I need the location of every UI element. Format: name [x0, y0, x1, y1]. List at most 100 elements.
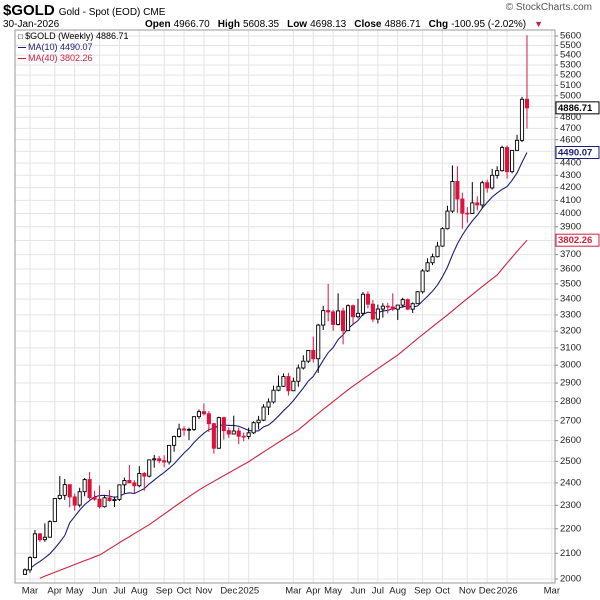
candle-body [132, 482, 137, 487]
candle-body [77, 491, 82, 506]
y-tick-label: 2400 [560, 477, 581, 488]
candle-body [440, 228, 445, 247]
y-tick-label: 4000 [560, 208, 581, 219]
candle-body [350, 305, 356, 318]
candle-body [47, 521, 52, 538]
y-tick-label: 3200 [560, 326, 581, 337]
y-tick-label: 5300 [560, 60, 581, 71]
candle-body [455, 181, 460, 200]
candle-body [395, 304, 400, 310]
candle-body [226, 430, 231, 435]
candle-body [514, 139, 520, 151]
x-tick-label: Mar [285, 586, 301, 597]
candle-body [460, 198, 465, 214]
y-tick-label: 3100 [560, 342, 581, 353]
stat-value: 5608.35 [242, 19, 280, 30]
candle-body [147, 459, 152, 477]
candle-body [316, 324, 321, 360]
y-tick-label: 5600 [560, 31, 581, 42]
y-tick-label: 5200 [560, 70, 581, 81]
candle-body [22, 569, 28, 575]
candle-body [355, 312, 361, 318]
candle-body [172, 435, 177, 446]
candle-body [117, 484, 122, 500]
candle-body [346, 305, 351, 332]
y-tick-label: 3700 [560, 249, 581, 260]
candle-body [380, 305, 385, 310]
y-tick-label: 2600 [560, 435, 581, 446]
ma-value-label-box [555, 145, 600, 159]
x-tick-label: Aug [131, 586, 148, 597]
y-tick-label: 5000 [560, 90, 581, 101]
candle-body [221, 417, 226, 432]
candle-body [470, 202, 475, 214]
stat-value: 4966.70 [173, 19, 210, 30]
candle-body [370, 303, 375, 320]
stat-label: Close [354, 19, 382, 30]
ma-line [39, 239, 528, 579]
description: Gold - Spot (EOD) [58, 7, 141, 18]
exchange: CME [143, 7, 166, 18]
y-tick-label: 2300 [560, 500, 581, 511]
candle-body [27, 557, 33, 571]
x-tick-label: 2025 [238, 586, 259, 597]
candle-body [97, 498, 102, 508]
candle-body [420, 270, 425, 293]
candle-body [191, 416, 197, 430]
legend-name: $GOLD (Weekly) [25, 31, 94, 41]
candle-body [137, 473, 142, 487]
y-tick-label: 3400 [560, 294, 581, 305]
x-tick-label: Apr [306, 586, 321, 597]
candle-body [465, 212, 470, 215]
legend-value: 3802.26 [60, 53, 93, 63]
candle-body [266, 401, 271, 408]
ma-value-label: 3802.26 [558, 235, 592, 246]
candle-body [311, 349, 316, 360]
candle-body [186, 428, 192, 431]
y-tick-label: 3500 [560, 278, 581, 289]
candle-body [246, 432, 251, 437]
x-tick-label: Jun [92, 586, 107, 597]
candle-body [256, 419, 261, 424]
y-tick-label: 2100 [560, 548, 581, 559]
x-tick-label: Nov [195, 586, 212, 597]
candle-body [271, 389, 276, 403]
symbol: $GOLD [3, 2, 55, 19]
candle-body [201, 411, 206, 415]
plot-border [14, 29, 556, 584]
candle-body [410, 303, 415, 310]
candle-body [400, 299, 405, 306]
down-arrow: ▼ [534, 19, 544, 29]
candle-body [360, 293, 366, 314]
y-tick-label: 2500 [560, 456, 581, 467]
candle-body [261, 406, 266, 421]
y-tick-label: 3600 [560, 264, 581, 275]
candle-body [102, 497, 107, 508]
x-tick-label: 2026 [497, 586, 518, 597]
candle-body [231, 430, 236, 435]
y-tick-label: 5100 [560, 80, 581, 91]
candle-body [490, 174, 495, 189]
candle-body [281, 376, 286, 387]
candle-body [62, 484, 67, 496]
x-tick-label: May [324, 586, 342, 597]
stat-value: 4698.13 [310, 19, 347, 30]
legend-entry: □ $GOLD (Weekly) 4886.71 [18, 31, 128, 42]
header-stats: 30-Jan-2026 Open 4966.70 High 5608.35 Low 4698… [3, 19, 600, 30]
x-tick-label: Nov [459, 586, 476, 597]
x-tick-label: Oct [435, 586, 450, 597]
x-tick-label: Oct [177, 586, 192, 597]
legend-swatch [18, 57, 26, 60]
candle-body [87, 479, 92, 499]
candle-body [500, 147, 505, 172]
y-tick-label: 4600 [560, 134, 581, 145]
x-tick-label: Sep [414, 586, 431, 597]
ma-value-label-box [555, 233, 600, 247]
candle-body [211, 423, 216, 449]
candle-body [475, 202, 480, 206]
y-tick-label: 4300 [560, 170, 581, 181]
stat-label: High [217, 19, 240, 30]
x-tick-label: Sep [156, 586, 173, 597]
y-tick-label: 2900 [560, 378, 581, 389]
